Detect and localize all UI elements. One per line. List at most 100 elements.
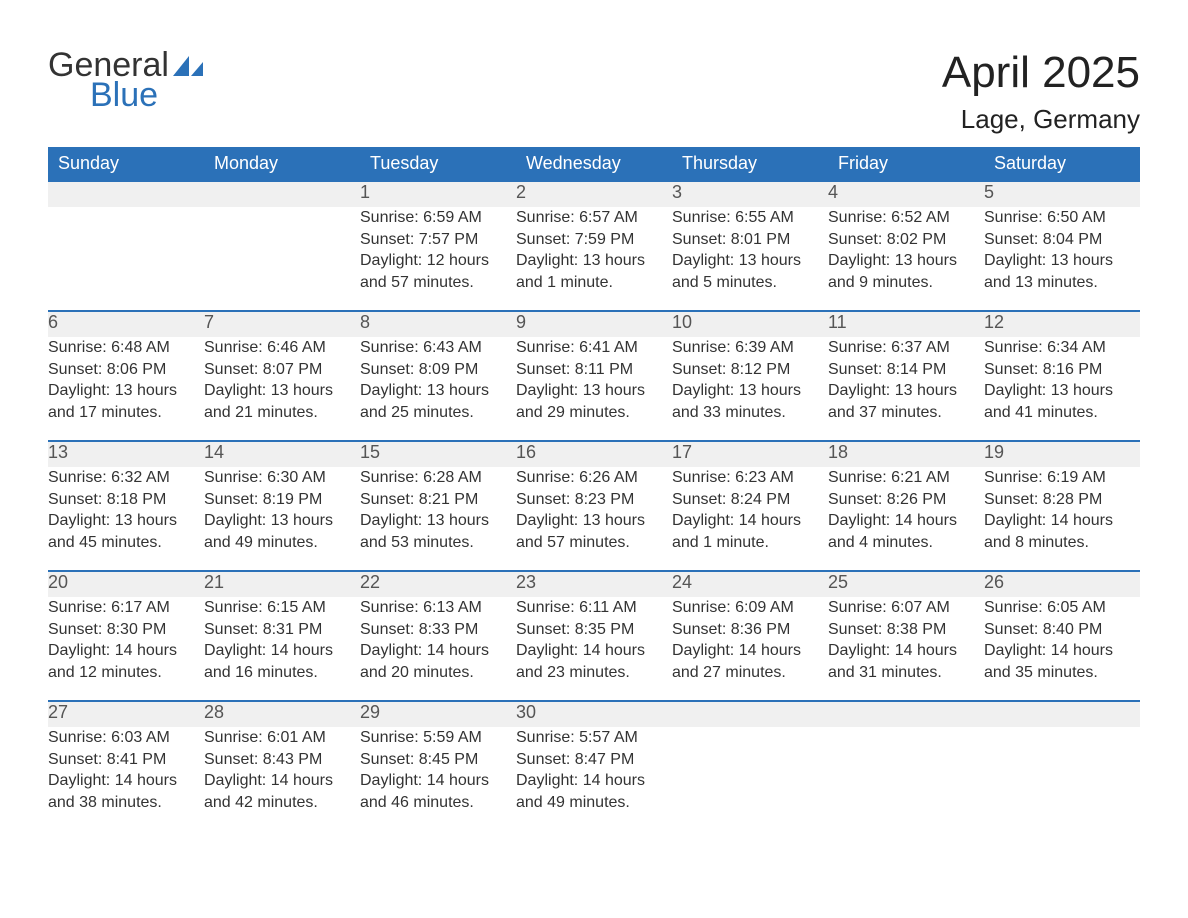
day-number-cell: 24 [672, 571, 828, 597]
sunrise-text: Sunrise: 6:19 AM [984, 467, 1140, 489]
day-number-cell [204, 181, 360, 207]
day-number-cell: 21 [204, 571, 360, 597]
day-number-cell: 6 [48, 311, 204, 337]
sunset-text: Sunset: 7:57 PM [360, 229, 516, 251]
sunrise-text: Sunrise: 6:37 AM [828, 337, 984, 359]
sunset-text: Sunset: 8:18 PM [48, 489, 204, 511]
sunset-text: Sunset: 8:47 PM [516, 749, 672, 771]
sunset-text: Sunset: 8:38 PM [828, 619, 984, 641]
sunrise-text: Sunrise: 6:48 AM [48, 337, 204, 359]
weekday-header: Thursday [672, 147, 828, 181]
day-content-cell: Sunrise: 6:07 AMSunset: 8:38 PMDaylight:… [828, 597, 984, 701]
daylight-text: Daylight: 13 hours and 13 minutes. [984, 250, 1140, 293]
daylight-text: Daylight: 12 hours and 57 minutes. [360, 250, 516, 293]
daylight-text: Daylight: 13 hours and 21 minutes. [204, 380, 360, 423]
sunrise-text: Sunrise: 6:50 AM [984, 207, 1140, 229]
calendar-content-row: Sunrise: 6:17 AMSunset: 8:30 PMDaylight:… [48, 597, 1140, 701]
sunset-text: Sunset: 8:24 PM [672, 489, 828, 511]
sunrise-text: Sunrise: 6:34 AM [984, 337, 1140, 359]
day-number-cell: 4 [828, 181, 984, 207]
sunset-text: Sunset: 7:59 PM [516, 229, 672, 251]
day-number-cell [828, 701, 984, 727]
daylight-text: Daylight: 14 hours and 35 minutes. [984, 640, 1140, 683]
day-number-cell: 1 [360, 181, 516, 207]
calendar-daynum-row: 27282930 [48, 701, 1140, 727]
day-content-cell: Sunrise: 6:19 AMSunset: 8:28 PMDaylight:… [984, 467, 1140, 571]
day-content-cell [672, 727, 828, 831]
brand-logo: General Blue [48, 48, 203, 112]
sunset-text: Sunset: 8:35 PM [516, 619, 672, 641]
daylight-text: Daylight: 13 hours and 25 minutes. [360, 380, 516, 423]
day-number-cell: 26 [984, 571, 1140, 597]
day-number-cell: 19 [984, 441, 1140, 467]
day-content-cell: Sunrise: 6:21 AMSunset: 8:26 PMDaylight:… [828, 467, 984, 571]
sunrise-text: Sunrise: 5:57 AM [516, 727, 672, 749]
sunset-text: Sunset: 8:30 PM [48, 619, 204, 641]
sail-icon [173, 48, 203, 82]
day-number-cell: 15 [360, 441, 516, 467]
sunrise-text: Sunrise: 6:30 AM [204, 467, 360, 489]
calendar-daynum-row: 6789101112 [48, 311, 1140, 337]
day-content-cell: Sunrise: 6:03 AMSunset: 8:41 PMDaylight:… [48, 727, 204, 831]
day-number-cell: 11 [828, 311, 984, 337]
daylight-text: Daylight: 14 hours and 49 minutes. [516, 770, 672, 813]
day-content-cell [204, 207, 360, 311]
daylight-text: Daylight: 13 hours and 5 minutes. [672, 250, 828, 293]
daylight-text: Daylight: 13 hours and 9 minutes. [828, 250, 984, 293]
daylight-text: Daylight: 13 hours and 57 minutes. [516, 510, 672, 553]
sunrise-text: Sunrise: 6:13 AM [360, 597, 516, 619]
day-number-cell [48, 181, 204, 207]
sunrise-text: Sunrise: 6:01 AM [204, 727, 360, 749]
calendar-daynum-row: 20212223242526 [48, 571, 1140, 597]
day-content-cell: Sunrise: 6:15 AMSunset: 8:31 PMDaylight:… [204, 597, 360, 701]
calendar-daynum-row: 12345 [48, 181, 1140, 207]
sunrise-text: Sunrise: 6:59 AM [360, 207, 516, 229]
brand-part2: Blue [90, 78, 203, 112]
day-number-cell: 29 [360, 701, 516, 727]
sunset-text: Sunset: 8:41 PM [48, 749, 204, 771]
day-content-cell: Sunrise: 6:46 AMSunset: 8:07 PMDaylight:… [204, 337, 360, 441]
sunrise-text: Sunrise: 6:03 AM [48, 727, 204, 749]
calendar-content-row: Sunrise: 6:48 AMSunset: 8:06 PMDaylight:… [48, 337, 1140, 441]
daylight-text: Daylight: 14 hours and 1 minute. [672, 510, 828, 553]
day-content-cell [984, 727, 1140, 831]
day-number-cell: 23 [516, 571, 672, 597]
day-content-cell: Sunrise: 6:37 AMSunset: 8:14 PMDaylight:… [828, 337, 984, 441]
weekday-header: Wednesday [516, 147, 672, 181]
sunrise-text: Sunrise: 6:21 AM [828, 467, 984, 489]
daylight-text: Daylight: 14 hours and 20 minutes. [360, 640, 516, 683]
day-number-cell: 16 [516, 441, 672, 467]
day-content-cell: Sunrise: 6:55 AMSunset: 8:01 PMDaylight:… [672, 207, 828, 311]
sunrise-text: Sunrise: 6:11 AM [516, 597, 672, 619]
day-content-cell: Sunrise: 6:09 AMSunset: 8:36 PMDaylight:… [672, 597, 828, 701]
daylight-text: Daylight: 13 hours and 29 minutes. [516, 380, 672, 423]
day-number-cell: 17 [672, 441, 828, 467]
sunrise-text: Sunrise: 6:32 AM [48, 467, 204, 489]
day-number-cell: 25 [828, 571, 984, 597]
daylight-text: Daylight: 13 hours and 37 minutes. [828, 380, 984, 423]
sunset-text: Sunset: 8:23 PM [516, 489, 672, 511]
sunrise-text: Sunrise: 6:09 AM [672, 597, 828, 619]
daylight-text: Daylight: 13 hours and 53 minutes. [360, 510, 516, 553]
calendar-header-row: SundayMondayTuesdayWednesdayThursdayFrid… [48, 147, 1140, 181]
daylight-text: Daylight: 14 hours and 46 minutes. [360, 770, 516, 813]
page-header: General Blue April 2025 Lage, Germany [48, 48, 1140, 135]
day-content-cell [828, 727, 984, 831]
sunset-text: Sunset: 8:01 PM [672, 229, 828, 251]
day-content-cell: Sunrise: 5:57 AMSunset: 8:47 PMDaylight:… [516, 727, 672, 831]
day-number-cell: 12 [984, 311, 1140, 337]
day-content-cell: Sunrise: 6:50 AMSunset: 8:04 PMDaylight:… [984, 207, 1140, 311]
sunrise-text: Sunrise: 6:55 AM [672, 207, 828, 229]
daylight-text: Daylight: 14 hours and 42 minutes. [204, 770, 360, 813]
calendar-daynum-row: 13141516171819 [48, 441, 1140, 467]
sunrise-text: Sunrise: 6:43 AM [360, 337, 516, 359]
weekday-header: Friday [828, 147, 984, 181]
day-number-cell: 20 [48, 571, 204, 597]
location-label: Lage, Germany [942, 104, 1140, 135]
day-number-cell: 30 [516, 701, 672, 727]
sunset-text: Sunset: 8:40 PM [984, 619, 1140, 641]
sunset-text: Sunset: 8:21 PM [360, 489, 516, 511]
sunrise-text: Sunrise: 5:59 AM [360, 727, 516, 749]
sunrise-text: Sunrise: 6:57 AM [516, 207, 672, 229]
day-content-cell: Sunrise: 6:39 AMSunset: 8:12 PMDaylight:… [672, 337, 828, 441]
